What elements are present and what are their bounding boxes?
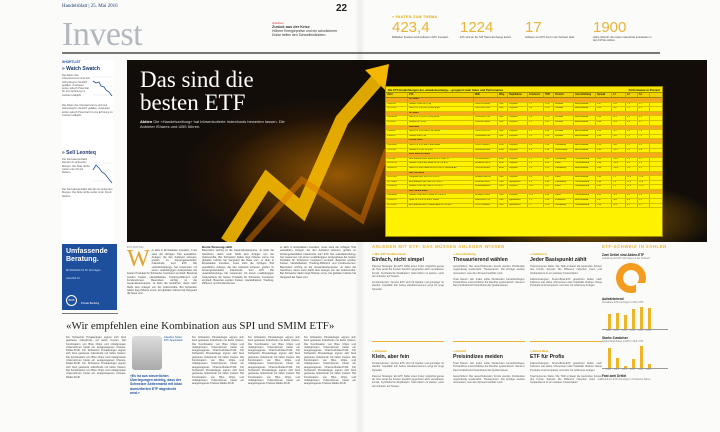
bar <box>616 357 619 368</box>
guide-box: » Wie ETF funktionieren Einfach, nicht s… <box>372 252 444 291</box>
table-group-row: SLI Index <box>386 111 662 117</box>
table-group-row: MSCI World Index <box>386 189 662 195</box>
table-row: 1011748 db x-trackers Euro Stoxx 50 ETF (… <box>386 157 662 163</box>
column-header: TER <box>544 93 554 97</box>
column-header: Valor <box>386 93 408 97</box>
divider <box>62 313 118 314</box>
table-group-row: SPI Index <box>386 98 662 103</box>
interview-col1: Für Schweizer Privatanleger eignen sich … <box>66 336 126 379</box>
fact-item: 423,4 Milliarden Franken sind weltweit i… <box>392 19 449 39</box>
masthead: Handelsblatt | 25. Mai 2016 <box>62 4 118 9</box>
column-header: Fondsvol. <box>528 93 544 97</box>
table-row: 21012155 iShares Core Euro Stoxx 50 UCITS… <box>386 162 662 167</box>
table-row: 1379700 iShares STOXX 50 (DE) DE0005933956… <box>386 148 662 154</box>
table-body: SPI Index 1999794 iShares Core SPI (CH) CH0… <box>386 98 662 209</box>
guide-strip: ANLEGEN MIT ETF: DAS MÜSSEN ANLEGER WISS… <box>372 244 505 249</box>
bar <box>648 364 651 368</box>
etf-infographic: ETF-SCHWEIZ IN ZAHLEN Zwei Drittel sind … <box>602 244 668 381</box>
fact-item: 1900 Jahre Zukunft; die ersten Indexfond… <box>593 19 652 43</box>
lead-text: Aktien Die «Handelszeitung» hat börsenko… <box>140 119 285 129</box>
interviewee-portrait <box>132 336 162 370</box>
guide-box: » Ausschüttung Thesaurierend wählen Auss… <box>453 252 525 288</box>
column-header: Spread <box>596 93 612 97</box>
flaming-arrow-icon <box>221 64 390 242</box>
table-row: 11176253 UBS ETF (CH) SPI (CHF) A-dis CH01… <box>386 107 662 112</box>
fact-item: 1224 ETF sind an der SIX Swiss Exchange … <box>460 19 512 39</box>
lead-article-col1: ETF-RATING W er aktiv in Einzelaktien in… <box>127 246 197 296</box>
column-header: ETF <box>408 93 474 97</box>
guide-box: » Smart Beta ETF für Profis Faktorstrate… <box>530 349 602 385</box>
swatch-stock-chart <box>92 76 113 97</box>
interview-headline: «Wir empfehlen eine Kombination aus SPI … <box>66 320 335 332</box>
table-group-row: Euro Stoxx 50 Index <box>386 153 662 158</box>
bkb-logo-icon: BKB <box>66 295 77 306</box>
bar <box>624 365 627 368</box>
table-group-row: SMI Index <box>386 125 662 131</box>
table-group-row: S&P 500 Index <box>386 171 662 177</box>
interview-col2: Für Schweizer Privatanleger eignen sich … <box>192 336 244 386</box>
table-row: 1999794 iShares Core SPI (CH) CH0237935652… <box>386 102 662 108</box>
divider <box>360 52 660 54</box>
section-title: Invest <box>62 16 143 53</box>
table-row: 1383133 iShares SMI (CH) CH0008899764 CHF Ph… <box>386 134 662 140</box>
divider <box>62 52 360 54</box>
bar <box>640 307 643 329</box>
column-header: 5J <box>638 93 650 97</box>
shortlist-item-title: » Watch Swatch <box>62 66 100 72</box>
interview-col4: Für Schweizer Privatanleger eignen sich … <box>304 336 356 386</box>
column-header: Ausschüttung <box>574 93 596 97</box>
column-header: Replikation <box>508 93 528 97</box>
portrait-caption: Claudine Sutter, ETF-Spezialistin <box>164 336 183 343</box>
teaser[interactable]: Anleihen Zurück aus der Krise Höhere Ene… <box>272 21 338 37</box>
bar <box>624 314 627 329</box>
facts-header: » FAKTEN ZUM THEMA <box>392 15 438 19</box>
guide-box: » Domizil Preisindizes meiden Total Retu… <box>453 349 525 385</box>
table-row: 2701218 iShares SLI (CH) CH0031768937 CHF Ph… <box>386 120 662 126</box>
asset-split-donut-chart <box>616 263 646 293</box>
table-title: Die ETF-Empfehlungen der «Handelszeitung… <box>388 88 504 92</box>
bar <box>616 312 619 329</box>
bkb-advertisement[interactable]: Umfassende Beratung. Mit Weitblick für I… <box>62 244 117 310</box>
table-row: 10737041 Vanguard S&P 500 UCITS ETF IE00B3… <box>386 176 662 181</box>
fact-item: 17 Anbieter von ETF sind in der Schweiz … <box>525 19 575 39</box>
column-header: 3J <box>626 93 638 97</box>
main-headline: Das sind die besten ETF <box>140 67 254 115</box>
column-header: Whg. <box>498 93 508 97</box>
guide-box: » Gebühren Jeder Basispunkt zählt Total … <box>530 252 602 288</box>
pull-quote: «Es ist aus steuerlichen Überlegungen wi… <box>130 374 182 395</box>
table-row: 10608388 iShares Core MSCI World UCITS ET… <box>386 194 662 200</box>
column-header: Domizil <box>554 93 574 97</box>
table-row: 14010326 UBS ETF (CH) SLI (CHF) A-dis CH00… <box>386 116 662 121</box>
column-header: 1J <box>612 93 626 97</box>
table-row: 18935710 UBS ETF Euro Stoxx 50 UCITS ETF … <box>386 166 662 172</box>
table-row: 18101826 UBS ETF (LU) MSCI EMU A-dis LU014… <box>386 143 662 149</box>
interview-col3: Für Schweizer Privatanleger eignen sich … <box>248 336 300 386</box>
table-group-row: STOXX Index <box>386 139 662 144</box>
shortlist-item-title: » Sell Leonteq <box>62 150 96 156</box>
bar <box>632 359 635 368</box>
column-header: ISIN <box>474 93 498 97</box>
guide-box: » Volumen Klein, aber fein Fondsvolumen:… <box>372 349 444 388</box>
leonteq-stock-chart <box>92 162 113 184</box>
bar <box>632 309 635 329</box>
bar <box>640 346 643 368</box>
table-row: 12341176 Lyxor UCITS ETF MSCI World FR0010… <box>386 199 662 204</box>
assets-bar-chart <box>602 306 668 330</box>
dropcap: W <box>127 246 150 273</box>
lead-article-col2: Breite Streuung zählt Besonders wichtig … <box>202 246 274 286</box>
bar <box>608 313 611 329</box>
lead-article-col3: er aktiv in Einzelaktien investiert, mus… <box>280 246 356 279</box>
bar <box>648 307 651 329</box>
bar <box>608 347 611 368</box>
etf-recommendation-table: Die ETF-Empfehlungen der «Handelszeitung… <box>385 86 663 237</box>
table-row: 13466535 iShares Core S&P 500 UCITS ETF IE… <box>386 185 662 190</box>
inflows-bar-chart <box>602 345 668 369</box>
shortlist-sidebar: SHORTLIST » Watch Swatch Die Aktien des … <box>62 60 114 245</box>
table-row: 11176253 db x-trackers MSCI World Index U… <box>386 203 662 209</box>
table-row: 1358245 UBS ETF (CH) SMI (CHF) A-dis CH001… <box>386 130 662 135</box>
table-source: Performance in Prozent <box>628 88 660 92</box>
page-number: 22 <box>336 3 348 14</box>
table-header: Valor ETF ISIN Whg. Replikation Fondsvol. TER D… <box>386 93 662 98</box>
table-row: 11175944 db x-trackers S&P 500 UCITS ETF L… <box>386 180 662 186</box>
